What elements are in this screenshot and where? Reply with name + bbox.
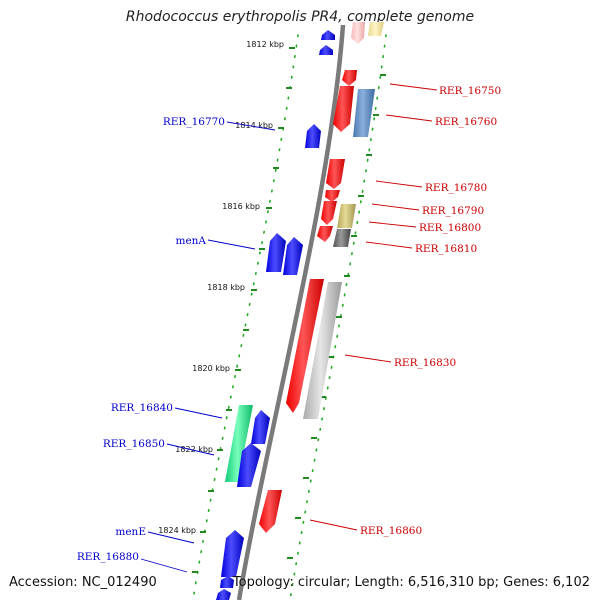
gene-rer16830 <box>286 279 324 413</box>
kbp-tick-label: 1814 kbp <box>235 121 273 130</box>
gene-label-rer16810[interactable]: RER_16810 <box>415 243 477 255</box>
kbp-tick-label: 1820 kbp <box>192 364 230 373</box>
kbp-tick-label: 1816 kbp <box>222 202 260 211</box>
gene-mene <box>221 530 244 577</box>
gene-label-rer16850[interactable]: RER_16850 <box>103 438 165 450</box>
gene-rer16830-gray <box>303 282 342 419</box>
gene-label-rer16750[interactable]: RER_16750 <box>439 85 501 97</box>
leader-line <box>371 203 420 211</box>
gene-label-rer16790[interactable]: RER_16790 <box>422 205 484 217</box>
gene-label-rer16800[interactable]: RER_16800 <box>419 222 481 234</box>
gene-rer16810-b <box>333 229 351 247</box>
gene-top-pink <box>351 22 365 44</box>
gene-label-rer16880[interactable]: RER_16880 <box>77 551 139 563</box>
gene-rer16840-green <box>225 405 253 482</box>
kbp-tick-label: 1822 kbp <box>175 445 213 454</box>
leader-line <box>309 519 358 531</box>
gene-rer16750-small <box>342 70 357 86</box>
kbp-tick-label: 1812 kbp <box>246 40 284 49</box>
gene-mena-a <box>266 233 286 272</box>
leader-line <box>389 83 438 91</box>
gene-rer16850 <box>237 443 261 487</box>
kbp-tick-label: 1824 kbp <box>158 526 196 535</box>
leader-line <box>147 531 195 544</box>
gene-rer16750 <box>333 86 354 132</box>
gene-mena-b <box>283 237 303 275</box>
gene-label-rer16760[interactable]: RER_16760 <box>435 116 497 128</box>
outer-tick-marks <box>287 74 386 559</box>
leader-line <box>226 121 276 131</box>
leader-line <box>385 114 433 122</box>
accession-text: Accession: NC_012490 <box>9 575 157 590</box>
gene-label-rer16780[interactable]: RER_16780 <box>425 182 487 194</box>
leader-line <box>207 239 256 250</box>
topology-text: Topology: circular; Length: 6,516,310 bp… <box>232 575 590 590</box>
gene-rer16880-a <box>220 576 234 588</box>
gene-rer16770 <box>305 124 321 148</box>
genome-backbone <box>236 24 346 600</box>
gene-blue-top-b <box>319 45 333 55</box>
gene-label-mena[interactable]: menA <box>175 235 206 247</box>
gene-label-rer16840[interactable]: RER_16840 <box>111 402 173 414</box>
gene-rer16800-b <box>337 204 356 228</box>
gene-label-rer16860[interactable]: RER_16860 <box>360 525 422 537</box>
gene-rer16800-a <box>321 201 337 225</box>
gene-rer16780 <box>326 159 345 189</box>
gene-blue-top-a <box>321 30 335 40</box>
leader-line <box>368 221 417 228</box>
genome-title: Rhodococcus erythropolis PR4, complete g… <box>125 9 475 25</box>
leader-line <box>344 354 392 363</box>
gene-label-rer16770[interactable]: RER_16770 <box>163 116 225 128</box>
leader-line <box>365 241 413 249</box>
gene-rer16790 <box>325 190 340 202</box>
gene-top-pale <box>368 22 384 36</box>
leader-line <box>166 443 215 456</box>
gene-label-mene[interactable]: menE <box>115 526 146 538</box>
leader-line <box>174 407 223 419</box>
gene-label-rer16830[interactable]: RER_16830 <box>394 357 456 369</box>
gene-rer16880-b <box>216 589 231 600</box>
leader-line <box>375 180 423 188</box>
gene-rer16860 <box>259 490 282 533</box>
gene-rer16760 <box>353 89 375 137</box>
inner-tick-marks <box>192 47 295 573</box>
kbp-tick-label: 1818 kbp <box>207 283 245 292</box>
gene-rer16810-a <box>317 226 333 242</box>
gene-rer16840 <box>251 410 270 444</box>
leader-line <box>140 558 188 573</box>
